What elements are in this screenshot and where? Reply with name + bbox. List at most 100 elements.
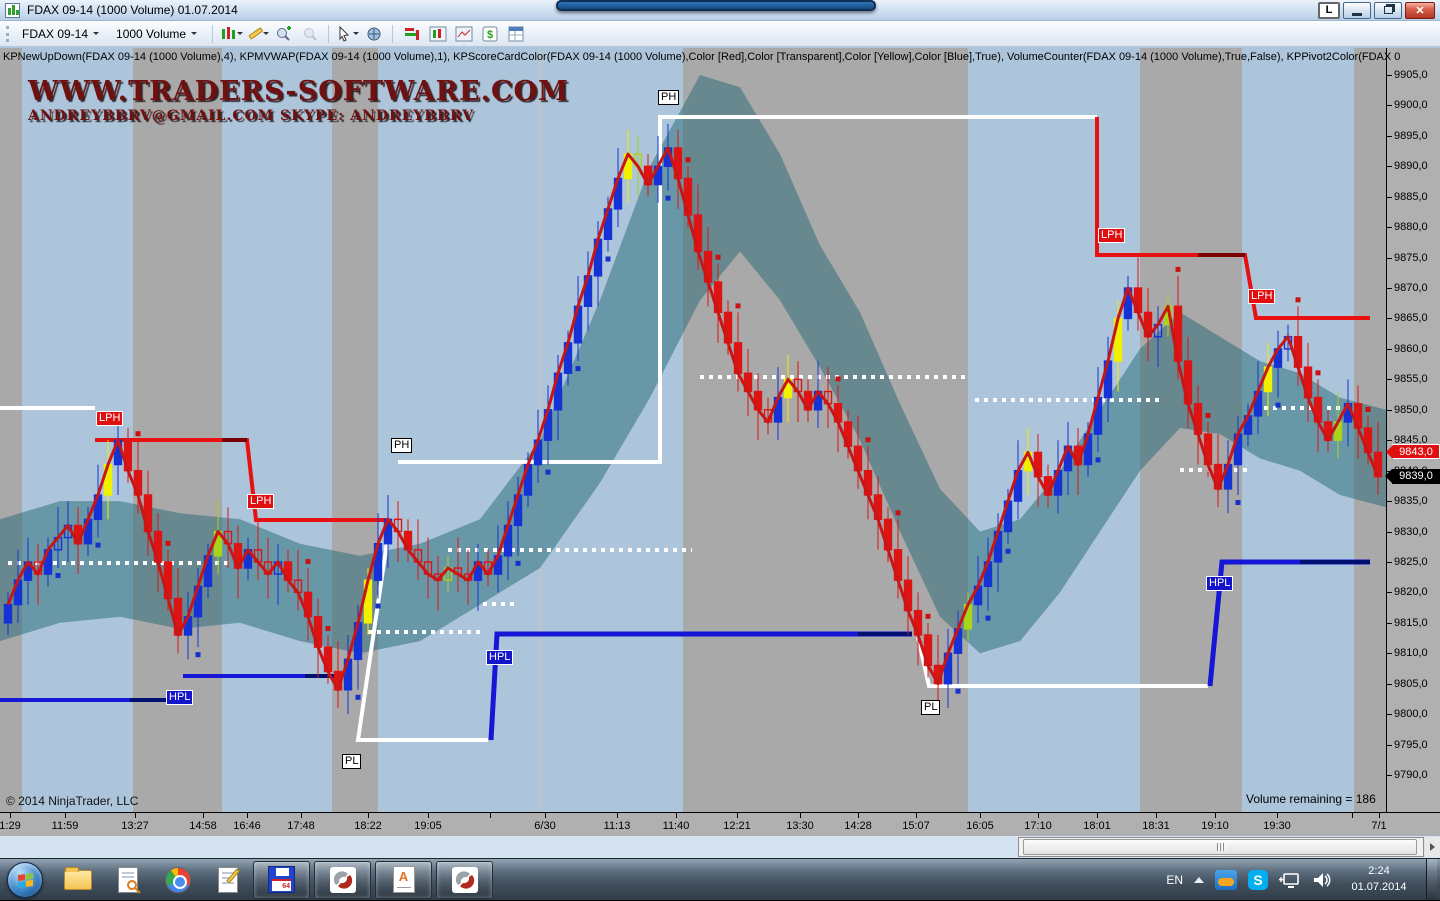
price-tick	[1387, 227, 1392, 228]
time-tick-label: 14:58	[189, 820, 217, 832]
document-a-icon: A	[393, 866, 415, 893]
zoom-out-icon[interactable]	[298, 23, 321, 44]
horizontal-scrollbar[interactable]	[1018, 837, 1424, 857]
tray-date: 01.07.2014	[1343, 880, 1415, 895]
crosshair-zoom-icon[interactable]	[362, 23, 385, 44]
price-tick-label: 9860,0	[1394, 343, 1428, 355]
scrollbar-right-arrow[interactable]	[1425, 837, 1440, 857]
zoom-in-icon[interactable]	[272, 23, 295, 44]
price-tick-label: 9790,0	[1394, 769, 1428, 781]
volume-icon[interactable]	[1312, 871, 1332, 889]
time-tick-label: 17:10	[1024, 820, 1052, 832]
scrollbar-thumb[interactable]	[1023, 839, 1417, 855]
chevron-down-icon	[93, 32, 99, 38]
down-signal-dot	[1176, 267, 1181, 272]
cursor-icon[interactable]	[336, 23, 359, 44]
taskbar-app-x64[interactable]: 64	[253, 861, 310, 899]
network-icon[interactable]	[1279, 871, 1301, 889]
up-signal-dot	[546, 470, 551, 475]
chart-area[interactable]: KPNewUpDown(FDAX 09-14 (1000 Volume),4),…	[0, 47, 1440, 858]
up-signal-dot	[1236, 500, 1241, 505]
indicator-parameters: KPNewUpDown(FDAX 09-14 (1000 Volume),4),…	[3, 51, 1400, 63]
time-tick	[800, 813, 801, 818]
system-tray: EN S 2:24 01.07.2014	[1166, 859, 1440, 901]
bar-type-icon[interactable]	[220, 23, 243, 44]
chart-toolbar: FDAX 09-14 1000 Volume	[0, 21, 1440, 47]
price-tick-label: 9865,0	[1394, 312, 1428, 324]
taskbar-chrome-icon[interactable]	[153, 860, 203, 900]
watermark-site: WWW.TRADERS-SOFTWARE.COM	[28, 78, 569, 105]
time-tick	[1277, 813, 1278, 818]
up-signal-dot	[606, 257, 611, 262]
restore-button[interactable]	[1374, 2, 1402, 19]
background-window-edge[interactable]	[556, 0, 876, 11]
taskbar-explorer-icon[interactable]	[53, 860, 103, 900]
show-desktop-button[interactable]	[1426, 859, 1437, 901]
up-signal-dot	[96, 543, 101, 548]
toolbar-grip[interactable]	[6, 26, 9, 42]
instrument-label: FDAX 09-14	[22, 27, 88, 41]
copyright-text: © 2014 NinjaTrader, LLC	[6, 794, 138, 808]
mini-chart-icon[interactable]	[452, 23, 475, 44]
language-indicator[interactable]: EN	[1166, 873, 1183, 887]
time-tick	[10, 813, 11, 818]
candle-body	[5, 605, 12, 623]
minimize-button[interactable]	[1343, 2, 1371, 19]
price-tick	[1387, 562, 1392, 563]
time-tick	[301, 813, 302, 818]
interval-dropdown[interactable]: 1000 Volume	[110, 24, 205, 44]
taskbar-app-ninjatrader[interactable]	[314, 861, 371, 899]
time-tick	[1379, 813, 1380, 818]
drawing-tools-icon[interactable]	[246, 23, 269, 44]
chart-style-icon[interactable]	[426, 23, 449, 44]
hidden-icons-arrow[interactable]	[1194, 872, 1204, 883]
taskbar-notepad-icon[interactable]	[203, 860, 253, 900]
time-tick-label: 15:07	[902, 820, 930, 832]
data-grid-icon[interactable]	[504, 23, 527, 44]
up-signal-dot	[1096, 457, 1101, 462]
price-tick-label: 9810,0	[1394, 647, 1428, 659]
down-signal-dot	[166, 541, 171, 546]
account-dollar-icon[interactable]: $	[478, 23, 501, 44]
taskbar-app-wordviewer[interactable]: A	[375, 861, 432, 899]
instrument-link-button[interactable]: L	[1318, 2, 1340, 19]
floppy-disk-icon: 64	[268, 866, 295, 893]
ninjatrader-icon	[452, 867, 478, 893]
price-tick	[1387, 501, 1392, 502]
price-tick-label: 9855,0	[1394, 373, 1428, 385]
down-signal-dot	[686, 157, 691, 162]
time-tick	[65, 813, 66, 818]
price-tick	[1387, 258, 1392, 259]
time-tick-label: 11:59	[52, 820, 79, 832]
taskbar-app-ninjatrader-2[interactable]	[436, 861, 493, 899]
down-signal-dot	[736, 303, 741, 308]
instrument-dropdown[interactable]: FDAX 09-14	[16, 24, 107, 44]
price-tick-label: 9795,0	[1394, 739, 1428, 751]
indicators-icon[interactable]	[400, 23, 423, 44]
time-tick-label: 19:30	[1263, 820, 1291, 832]
down-signal-dot	[1206, 413, 1211, 418]
price-tick	[1387, 379, 1392, 380]
close-button[interactable]: ✕	[1405, 2, 1435, 19]
clock[interactable]: 2:24 01.07.2014	[1343, 864, 1415, 895]
up-signal-dot	[196, 652, 201, 657]
time-tick-label: 14:28	[844, 820, 872, 832]
time-tick-label: 12:21	[723, 820, 751, 832]
floppy-label: 64	[272, 879, 291, 891]
taskbar-document-search-icon[interactable]	[103, 860, 153, 900]
up-signal-dot	[376, 603, 381, 608]
skype-icon[interactable]: S	[1248, 870, 1268, 890]
time-tick-label: 7/1	[1371, 820, 1386, 832]
price-tick-label: 9830,0	[1394, 526, 1428, 538]
weather-cloud-icon[interactable]	[1215, 870, 1237, 890]
start-button[interactable]	[7, 862, 43, 898]
time-tick-label: 18:31	[1142, 820, 1170, 832]
up-signal-dot	[516, 561, 521, 566]
time-tick	[247, 813, 248, 818]
time-tick	[737, 813, 738, 818]
candlestick-plot[interactable]	[0, 48, 1386, 812]
time-tick	[676, 813, 677, 818]
price-tick-label: 9875,0	[1394, 252, 1428, 264]
